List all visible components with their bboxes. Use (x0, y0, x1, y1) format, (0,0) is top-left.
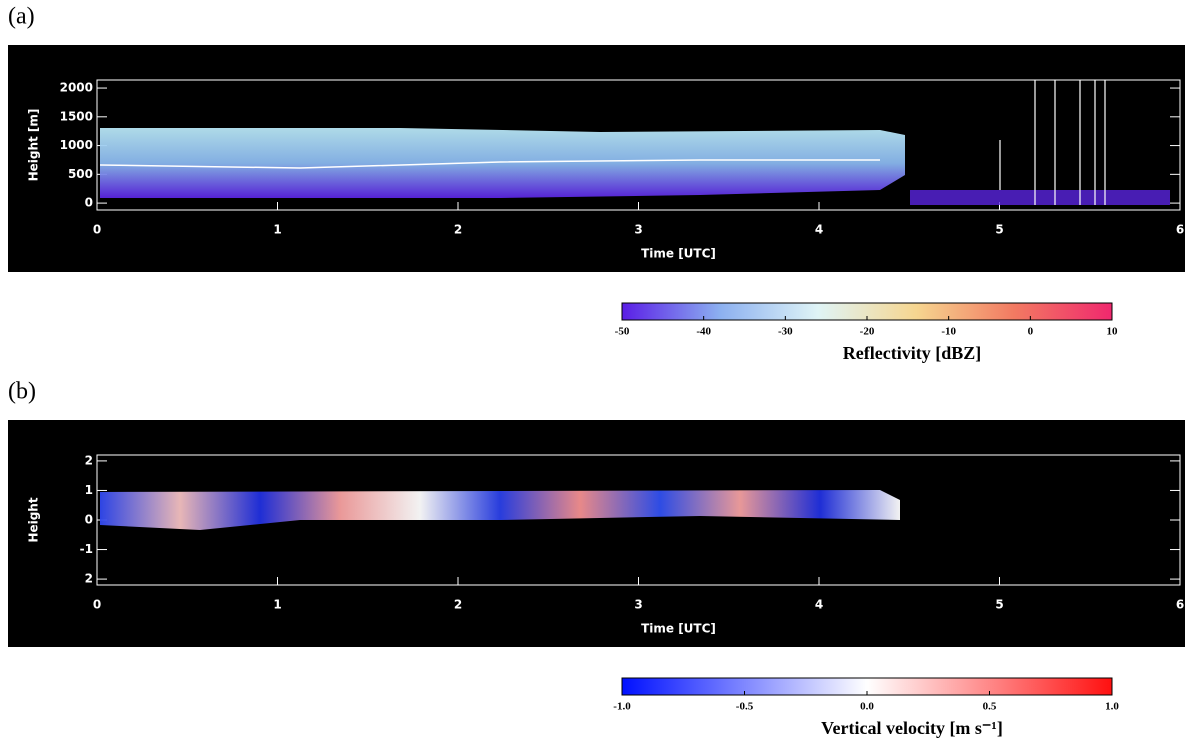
y-tick-label: 0 (85, 513, 93, 527)
x-axis-title: Time [UTC] (641, 247, 716, 261)
colorbar-tick-label: -0.5 (736, 701, 754, 713)
colorbar-title: Reflectivity [dBZ] (843, 343, 981, 363)
x-tick-label: 1 (273, 598, 281, 612)
y-tick-label: 500 (68, 167, 93, 181)
panel-label: (a) (8, 4, 35, 30)
colorbar-title: Vertical velocity [m s⁻¹] (821, 718, 1003, 738)
colorbar-tick-label: -30 (778, 326, 793, 338)
x-tick-label: 4 (815, 598, 823, 612)
y-axis-title: Height [m] (27, 109, 41, 182)
y-tick-label: 2 (85, 453, 93, 467)
colorbar-tick-label: -50 (615, 326, 630, 338)
colorbar-tick-label: 1.0 (1105, 701, 1119, 713)
y-tick-label: 1500 (60, 109, 93, 123)
y-tick-label: 2000 (60, 81, 93, 95)
colorbar-tick-label: -40 (696, 326, 711, 338)
y-tick-label: -1 (80, 542, 93, 556)
x-tick-label: 2 (454, 223, 462, 237)
y-tick-label: 1000 (60, 138, 93, 152)
colorbar-tick-label: -1.0 (613, 701, 631, 713)
x-axis-title: Time [UTC] (641, 622, 716, 636)
x-tick-label: 0 (93, 598, 101, 612)
colorbar-tick-label: 0 (1028, 326, 1034, 338)
x-tick-label: 6 (1176, 598, 1184, 612)
colorbar-tick-label: 10 (1107, 326, 1119, 338)
panel-background (8, 420, 1185, 647)
y-tick-label: 2 (85, 572, 93, 586)
colorbar-tick-label: -10 (941, 326, 956, 338)
x-tick-label: 5 (995, 598, 1003, 612)
x-tick-label: 0 (93, 223, 101, 237)
colorbar-tick-label: 0.5 (983, 701, 997, 713)
y-tick-label: 0 (85, 196, 93, 210)
x-tick-label: 2 (454, 598, 462, 612)
x-tick-label: 3 (634, 223, 642, 237)
x-tick-label: 3 (634, 598, 642, 612)
y-tick-label: 1 (85, 483, 93, 497)
panel-label: (b) (8, 379, 36, 405)
colorbar-tick-label: 0.0 (860, 701, 874, 713)
x-tick-label: 4 (815, 223, 823, 237)
x-tick-label: 1 (273, 223, 281, 237)
colorbar-tick-label: -20 (860, 326, 875, 338)
y-axis-title: Height (27, 497, 41, 542)
radar-image (99, 80, 1170, 530)
x-tick-label: 5 (995, 223, 1003, 237)
x-tick-label: 6 (1176, 223, 1184, 237)
